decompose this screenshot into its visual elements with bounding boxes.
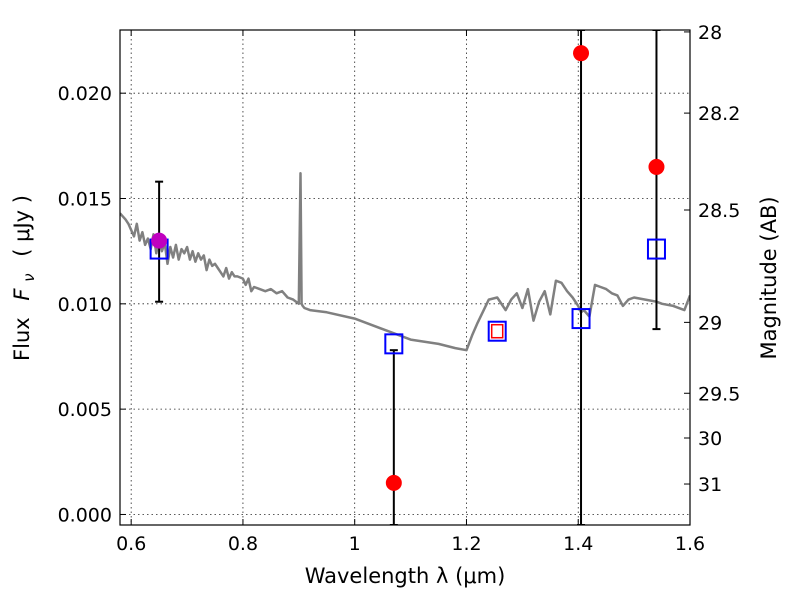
y-tick-label: 0.020 xyxy=(58,83,112,105)
y-tick-label: 0.005 xyxy=(58,399,112,421)
mag-tick-label: 29.5 xyxy=(698,383,740,405)
mag-tick-label: 31 xyxy=(698,474,722,496)
mag-tick-label: 28 xyxy=(698,22,722,44)
model-photometry-square xyxy=(646,238,666,260)
observed-flux-point xyxy=(151,232,168,249)
x-axis-label: Wavelength λ (μm) xyxy=(305,564,506,588)
plot-content xyxy=(120,30,690,525)
plot-frame xyxy=(119,29,691,526)
y-axis-label-units: ( μJy ) xyxy=(10,195,34,257)
y-tick-label: 0.015 xyxy=(58,189,112,211)
y-axis-label-subscript: ν xyxy=(20,273,38,281)
y-axis-label-text: Flux xyxy=(10,317,34,361)
x-tick-label: 1.6 xyxy=(675,533,705,555)
x-tick-label: 0.8 xyxy=(228,533,258,555)
axis-ticks: 0.6 0.8 1 1.2 1.4 1.6 0.000 0.005 0.010 0.015 0.02… xyxy=(58,22,741,555)
model-photometry-square xyxy=(571,308,591,330)
y2-axis-label: Magnitude (AB) xyxy=(757,196,781,359)
y-axis-label-symbol: F xyxy=(10,288,34,301)
grid-lines xyxy=(120,30,691,525)
y-tick-label: 0.000 xyxy=(58,504,112,526)
mag-tick-label: 28.5 xyxy=(698,200,740,222)
y-tick-label: 0.010 xyxy=(58,294,112,316)
x-tick-label: 1.4 xyxy=(563,533,593,555)
svg-text:Flux F ν ( μ: Flux F ν ( μJy ) xyxy=(10,195,39,361)
spectrum-line xyxy=(120,171,690,352)
x-tick-label: 1.2 xyxy=(451,533,481,555)
mag-tick-label: 29 xyxy=(698,312,722,334)
mag-tick-label: 30 xyxy=(698,428,722,450)
model-photometry-square xyxy=(384,333,404,355)
observed-flux-point xyxy=(385,474,402,491)
plot-data xyxy=(120,30,690,525)
model-photometry-square xyxy=(487,320,507,342)
observed-flux-small-square xyxy=(490,323,504,339)
mag-tick-label: 28.2 xyxy=(698,103,740,125)
observed-flux-point xyxy=(573,45,590,62)
observed-flux-point xyxy=(648,158,665,175)
x-tick-label: 1 xyxy=(349,533,361,555)
y-axis-label: Flux F ν ( μJy ) xyxy=(10,195,39,361)
x-tick-label: 0.6 xyxy=(116,533,146,555)
